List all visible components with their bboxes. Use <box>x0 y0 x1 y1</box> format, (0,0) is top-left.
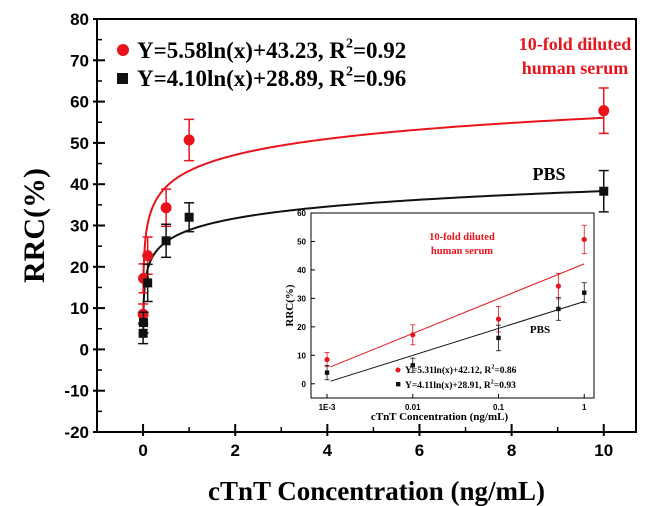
inset-x-tick-label: 0.1 <box>493 403 505 412</box>
legend-pbs-marker <box>117 73 128 84</box>
main-y-tick-label: 40 <box>70 175 89 194</box>
inset-serum-data-point <box>410 332 416 338</box>
serum-data-point <box>160 202 172 214</box>
inset-serum-annotation-line1: 10-fold diluted <box>429 232 495 243</box>
main-x-axis-label: cTnT Concentration (ng/mL) <box>208 476 545 506</box>
inset-legend-serum-equation: Y=5.31ln(x)+42.12, R2=0.86 <box>405 365 517 377</box>
inset-legend-pbs-marker <box>396 382 401 387</box>
inset-pbs-data-point <box>556 306 561 312</box>
main-x-tick-label: 6 <box>415 441 424 460</box>
main-y-tick-label: 60 <box>70 93 89 112</box>
inset-x-tick-label: 1 <box>582 403 587 412</box>
inset-y-tick-label: 50 <box>297 237 306 246</box>
inset-x-tick-label: 0.01 <box>405 403 421 412</box>
inset-y-tick-label: 60 <box>297 209 306 218</box>
main-y-tick-label: 10 <box>70 299 89 318</box>
inset-serum-data-point <box>495 316 502 322</box>
inset-y-tick-label: 40 <box>297 266 306 275</box>
pbs-data-point <box>143 278 153 288</box>
inset-y-axis-label: RRC(%) <box>284 284 296 326</box>
inset-x-axis-label: cTnT Concentration (ng/mL) <box>371 411 509 423</box>
serum-data-point <box>598 105 610 117</box>
inset-legend-serum-marker <box>395 367 401 373</box>
inset-y-tick-label: 10 <box>297 351 306 360</box>
inset-pbs-annotation: PBS <box>530 324 550 336</box>
legend-serum-marker <box>117 44 129 56</box>
main-x-tick-label: 4 <box>323 441 333 460</box>
inset-y-tick-label: 0 <box>302 380 307 389</box>
serum-data-point <box>142 250 154 262</box>
inset-serum-data-point <box>324 356 330 363</box>
serum-annotation-line2: human serum <box>522 58 629 78</box>
pbs-fit-curve <box>142 190 604 320</box>
serum-data-point <box>183 134 195 146</box>
inset-serum-annotation-line2: human serum <box>431 246 493 257</box>
main-x-tick-label: 8 <box>507 441 516 460</box>
main-x-tick-label: 2 <box>230 441 239 460</box>
inset-serum-fit-line <box>330 263 585 368</box>
pbs-annotation: PBS <box>532 164 565 184</box>
main-y-tick-label: 0 <box>80 340 89 359</box>
inset-plot-frame <box>310 212 595 399</box>
inset-pbs-data-point <box>324 370 330 375</box>
main-y-tick-label: -20 <box>64 423 89 442</box>
inset-pbs-data-point <box>410 363 415 368</box>
inset-serum-data-point <box>555 283 562 289</box>
inset-pbs-data-point <box>582 290 587 295</box>
main-y-tick-label: 50 <box>70 134 89 153</box>
pbs-data-point <box>599 186 609 196</box>
main-x-tick-label: 0 <box>138 441 147 460</box>
main-y-tick-label: -10 <box>64 382 89 401</box>
inset-pbs-fit-line <box>330 301 585 382</box>
inset-pbs-data-point <box>496 335 501 341</box>
main-y-tick-label: 20 <box>70 258 89 277</box>
pbs-data-point <box>139 318 149 328</box>
inset-serum-data-point <box>581 236 587 243</box>
pbs-data-point <box>184 212 194 222</box>
inset-y-tick-label: 20 <box>297 323 306 332</box>
main-y-tick-label: 30 <box>70 217 89 236</box>
pbs-data-point <box>161 236 171 246</box>
legend-serum-equation: Y=5.58ln(x)+43.23, R2=0.92 <box>137 37 406 64</box>
inset-legend-pbs-equation: Y=4.11ln(x)+28.91, R2=0.93 <box>405 380 516 392</box>
legend-pbs-equation: Y=4.10ln(x)+28.89, R2=0.96 <box>137 65 406 92</box>
main-y-axis-label: RRC(%) <box>18 168 51 283</box>
main-y-tick-label: 80 <box>70 10 89 29</box>
main-y-tick-label: 70 <box>70 51 89 70</box>
main-x-tick-label: 10 <box>594 441 613 460</box>
inset-y-tick-label: 30 <box>297 294 306 303</box>
serum-annotation-line1: 10-fold diluted <box>519 34 632 54</box>
inset-x-tick-label: 1E-3 <box>319 403 336 412</box>
